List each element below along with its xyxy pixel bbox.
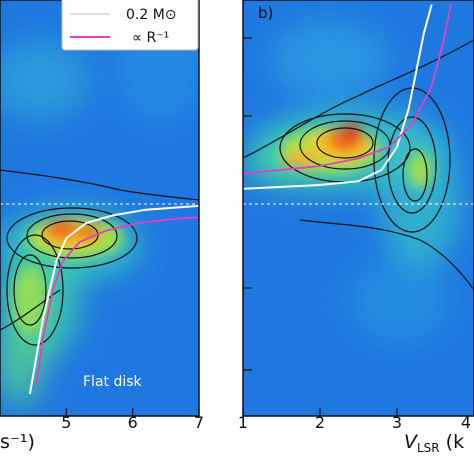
- legend-label-0.2msun: 0.2 M⊙: [126, 7, 177, 23]
- panel-b-y-ticks: [243, 37, 252, 371]
- panel-b: [243, 0, 474, 416]
- panel-a-x-ticks: 5 6 7: [61, 408, 204, 432]
- panel-b-xlabel-subscript: LSR: [417, 441, 440, 455]
- x-tick-label: 7: [194, 413, 204, 432]
- flat-disk-annotation: Flat disk: [83, 374, 143, 390]
- x-tick-label: 6: [128, 413, 138, 432]
- panel-a-xlabel: s⁻¹): [0, 431, 35, 453]
- panel-a-curve-r-inverse: [35, 216, 199, 385]
- panel-b-curve-0.2msun: [243, 4, 433, 190]
- panel-b-curve-r-inverse: [243, 4, 452, 175]
- panel-b-xlabel-v: V: [404, 431, 419, 453]
- panel-b-xlabel: VLSR (k: [404, 431, 464, 455]
- legend-label-r-inverse: ∝ R⁻¹: [132, 30, 169, 46]
- panel-a-frame: [0, 0, 200, 417]
- panel-b-label: b): [258, 4, 273, 22]
- x-tick-label: 2: [315, 413, 325, 432]
- panel-b-x-ticks: 1 2 3 4: [238, 408, 474, 432]
- panel-a-curve-0.2msun: [28, 204, 199, 395]
- x-tick-label: 5: [61, 413, 71, 432]
- panel-a: Flat disk: [0, 0, 199, 416]
- panel-b-frame: [242, 0, 474, 417]
- x-tick-label: 3: [392, 413, 402, 432]
- panel-a-contours: [0, 169, 199, 346]
- x-tick-label: 4: [461, 413, 471, 432]
- panel-b-xlabel-tail: (k: [440, 431, 464, 453]
- x-tick-label: 1: [238, 413, 248, 432]
- legend: 0.2 M⊙ ∝ R⁻¹: [61, 0, 199, 51]
